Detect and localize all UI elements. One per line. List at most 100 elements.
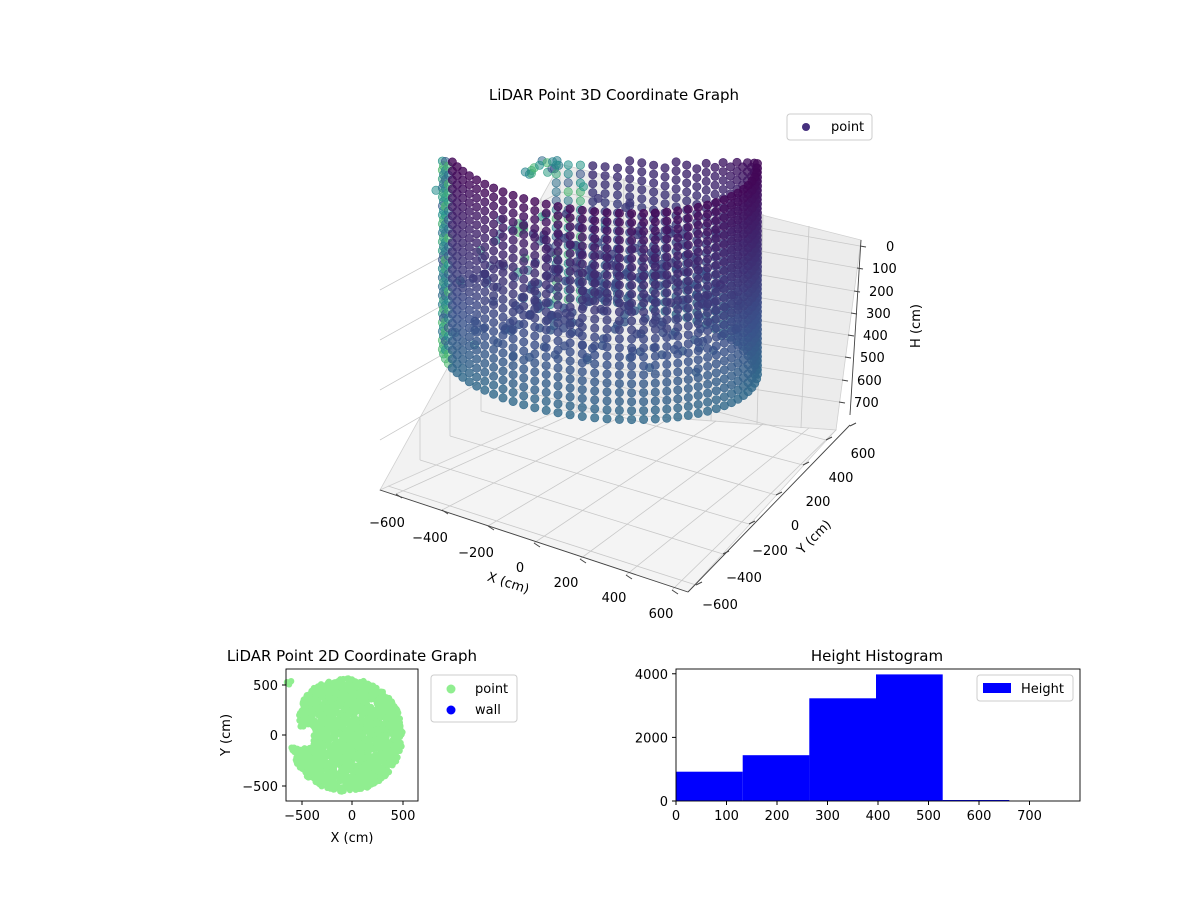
scatter-point-3d <box>565 338 575 348</box>
scatter-point-3d <box>625 198 635 208</box>
scatter-point-3d <box>662 413 672 423</box>
scatter-point-3d <box>627 244 637 254</box>
scatter-point-3d <box>565 347 575 357</box>
scatter-point-2d <box>375 697 382 704</box>
scatter-point-3d <box>637 167 647 177</box>
scatter-point-2d <box>324 769 331 776</box>
scatter-point-3d <box>590 296 600 306</box>
scatter-point-3d <box>541 289 551 299</box>
scatter-point-3d <box>464 251 474 261</box>
chart-2d: LiDAR Point 2D Coordinate Graph −500 0 5… <box>219 647 518 846</box>
scatter-point-3d <box>480 260 490 270</box>
scatter-point-3d <box>498 357 508 367</box>
scatter-point-3d <box>693 390 703 400</box>
scatter-point-3d <box>662 306 672 316</box>
scatter-point-3d <box>480 358 490 368</box>
scatter-point-3d <box>662 404 672 414</box>
scatter-point-2d <box>318 744 325 751</box>
scatter-point-2d <box>330 764 338 771</box>
scatter-point-3d <box>541 271 551 281</box>
scatter-point-3d <box>693 292 703 302</box>
scatter-point-3d <box>508 334 518 344</box>
scatter-point-2d <box>310 684 318 692</box>
scatter-point-3d <box>602 351 612 361</box>
scatter-point-3d <box>639 325 649 335</box>
scatter-point-3d <box>711 198 721 208</box>
scatter-point-3d <box>662 315 672 325</box>
chart-3d-z-tick-label: 0 <box>886 240 894 255</box>
scatter-point-3d <box>639 298 649 308</box>
scatter-point-2d <box>344 711 352 719</box>
scatter-point-3d <box>662 252 672 262</box>
chart-2d-title: LiDAR Point 2D Coordinate Graph <box>227 647 477 665</box>
scatter-point-3d <box>662 279 672 289</box>
scatter-point-3d <box>602 306 612 316</box>
scatter-point-3d <box>498 223 508 233</box>
scatter-point-3d <box>662 359 672 369</box>
scatter-point-3d <box>711 296 721 306</box>
scatter-point-2d <box>353 742 360 749</box>
scatter-point-3d <box>693 247 703 257</box>
scatter-point-2d <box>331 740 338 748</box>
scatter-point-3d <box>480 367 490 377</box>
scatter-point-3d <box>519 346 529 356</box>
scatter-point-3d <box>682 160 692 170</box>
scatter-point-3d <box>563 196 573 206</box>
scatter-point-3d <box>671 175 681 185</box>
scatter-point-3d <box>553 300 563 310</box>
scatter-point-3d <box>614 280 624 290</box>
scatter-point-3d <box>480 224 490 234</box>
scatter-point-3d <box>703 406 713 416</box>
scatter-point-3d <box>498 250 508 260</box>
scatter-point-3d <box>627 361 637 371</box>
scatter-point-3d <box>662 243 672 253</box>
scatter-point-3d <box>519 301 529 311</box>
scatter-point-3d <box>602 261 612 271</box>
scatter-point-3d <box>590 243 600 253</box>
scatter-point-2d <box>349 779 356 786</box>
chart-3d-x-ticks: −600 −400 −200 0 200 400 600 <box>369 493 679 622</box>
scatter-point-3d <box>637 185 647 195</box>
scatter-point-3d <box>602 414 612 424</box>
scatter-point-3d <box>662 341 672 351</box>
scatter-point-3d <box>577 313 587 323</box>
scatter-point-3d <box>693 265 703 275</box>
scatter-point-3d <box>519 283 529 293</box>
scatter-point-3d <box>673 304 683 314</box>
scatter-point-3d <box>719 275 729 285</box>
scatter-point-2d <box>345 717 352 724</box>
scatter-point-3d <box>590 359 600 369</box>
scatter-point-3d <box>682 169 692 179</box>
scatter-point-2d <box>334 700 341 708</box>
scatter-point-3d <box>627 271 637 281</box>
scatter-point-3d <box>602 208 612 218</box>
scatter-point-3d <box>650 271 660 281</box>
scatter-point-3d <box>489 246 499 256</box>
scatter-point-2d <box>368 763 375 771</box>
chart-3d-z-tick-label: 700 <box>854 396 879 411</box>
scatter-point-2d <box>331 679 339 686</box>
scatter-point-2d <box>287 678 295 685</box>
scatter-point-3d <box>662 270 672 280</box>
scatter-point-3d <box>639 208 649 218</box>
scatter-point-2d <box>358 711 366 718</box>
scatter-point-2d <box>353 719 361 726</box>
chart-3d-x-tick-label: −200 <box>458 546 494 561</box>
scatter-point-3d <box>612 172 622 182</box>
scatter-point-3d <box>458 193 468 203</box>
chart-3d-y-tick-label: 400 <box>829 471 854 486</box>
scatter-point-2d <box>326 762 333 770</box>
scatter-point-3d <box>563 169 573 179</box>
scatter-point-3d <box>498 214 508 224</box>
histogram-bar <box>742 755 810 801</box>
scatter-point-3d <box>508 208 518 218</box>
scatter-point-3d <box>673 242 683 252</box>
scatter-point-3d <box>508 378 518 388</box>
scatter-point-3d <box>625 183 635 193</box>
histogram-x-tick-label: 0 <box>672 809 680 824</box>
scatter-point-3d <box>639 388 649 398</box>
scatter-point-3d <box>703 334 713 344</box>
scatter-point-2d <box>381 726 388 733</box>
scatter-point-3d <box>627 325 637 335</box>
scatter-point-3d <box>464 207 474 217</box>
